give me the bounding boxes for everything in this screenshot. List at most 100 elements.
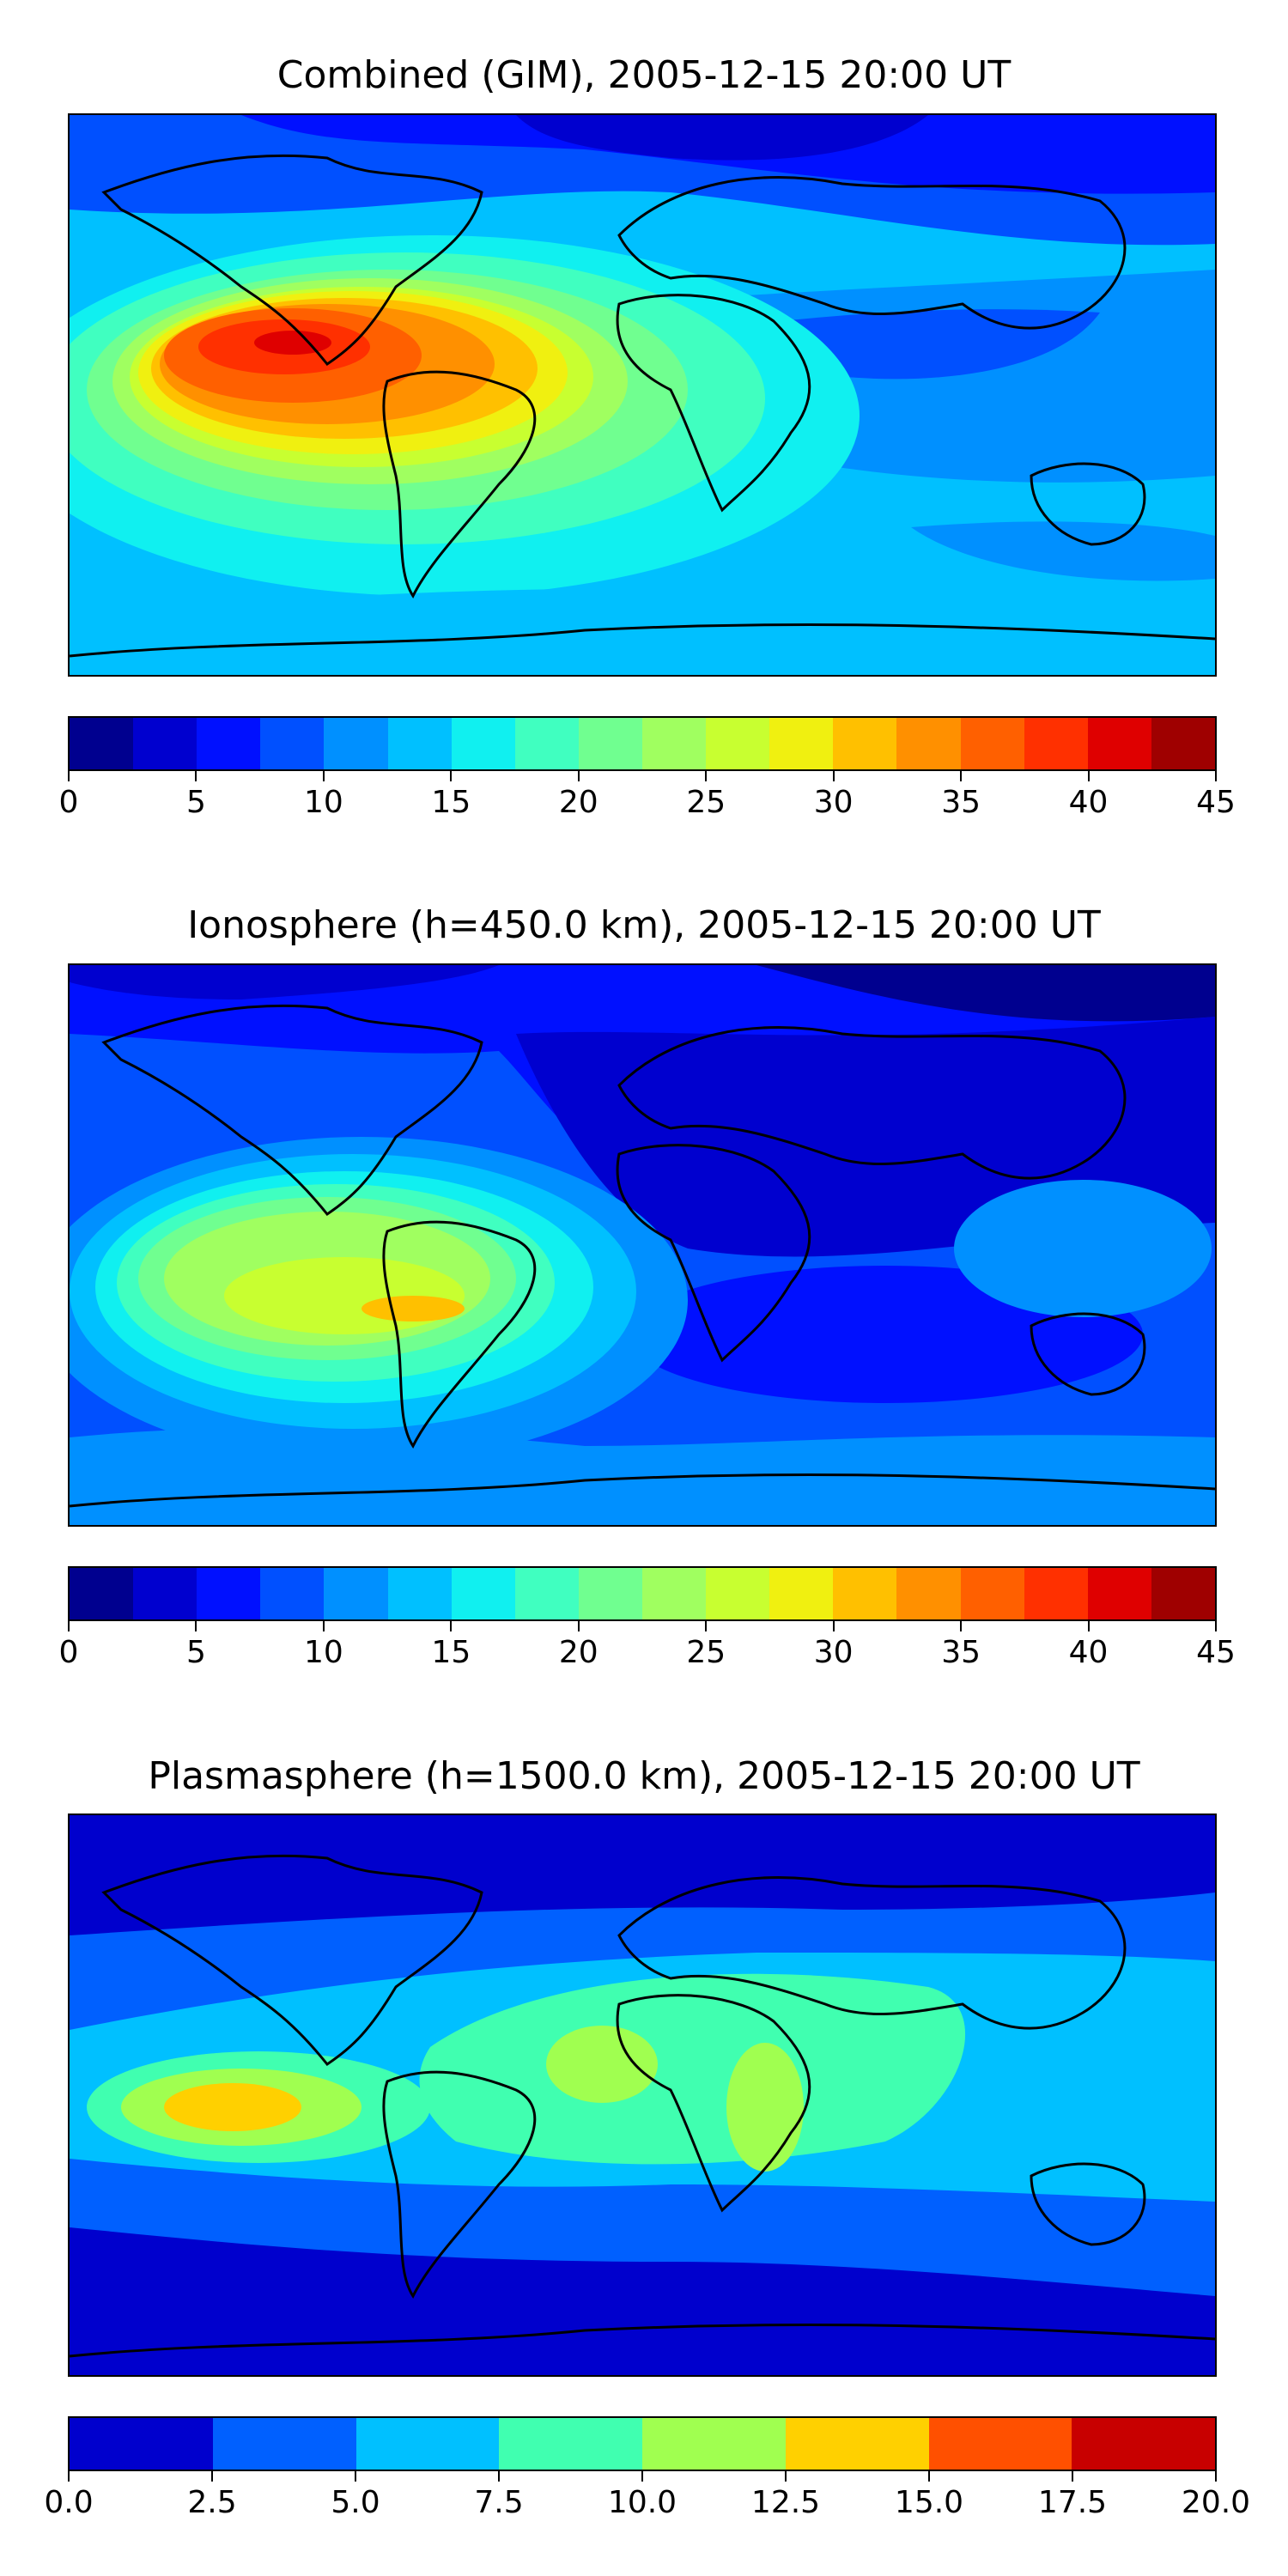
map-1-contour-south-ocean bbox=[911, 521, 1215, 581]
colorbar-1-tick-mark bbox=[705, 771, 708, 781]
colorbar-1-segment bbox=[197, 718, 261, 769]
colorbar-2-segment bbox=[1024, 1568, 1088, 1619]
colorbar-3-tick-mark bbox=[211, 2471, 213, 2482]
colorbar-1-segment bbox=[960, 718, 1024, 769]
map-3-contour-12.5 bbox=[164, 2083, 301, 2131]
colorbar-1-segment bbox=[1151, 718, 1215, 769]
colorbar-1-segment bbox=[641, 718, 707, 769]
map-2-australia bbox=[1030, 1312, 1146, 1396]
colorbar-2-segment bbox=[133, 1568, 197, 1619]
colorbar-2 bbox=[68, 1566, 1217, 1621]
map-2-africa bbox=[616, 1144, 811, 1363]
colorbar-1-segment bbox=[1024, 718, 1088, 769]
colorbar-2-segment bbox=[833, 1568, 897, 1619]
map-2-eurasia bbox=[617, 1026, 1127, 1180]
colorbar-1 bbox=[68, 716, 1217, 771]
colorbar-1-tick-mark bbox=[832, 771, 835, 781]
map-2-contour-30 bbox=[361, 1296, 465, 1321]
colorbar-3-tick-label: 7.5 bbox=[474, 2485, 524, 2520]
colorbar-1-segment bbox=[260, 718, 325, 769]
map-3-antarctica bbox=[70, 2323, 1215, 2358]
colorbar-1-segment bbox=[451, 718, 515, 769]
map-2-north-america bbox=[101, 1004, 483, 1217]
colorbar-2-tick-label: 35 bbox=[941, 1635, 981, 1670]
map-3-africa bbox=[616, 1994, 811, 2213]
colorbar-1-segment bbox=[706, 718, 770, 769]
colorbar-2-tick-label: 10 bbox=[303, 1635, 343, 1670]
colorbar-2-tick-mark bbox=[832, 1621, 835, 1631]
colorbar-2-tick-mark bbox=[960, 1621, 963, 1631]
map-1-australia bbox=[1030, 462, 1146, 546]
colorbar-1-tick-label: 10 bbox=[303, 785, 343, 820]
colorbar-3-segment bbox=[212, 2418, 356, 2470]
colorbar-3-tick-label: 12.5 bbox=[750, 2485, 821, 2520]
colorbar-2-segment bbox=[1151, 1568, 1215, 1619]
colorbar-1-tick-label: 35 bbox=[941, 785, 981, 820]
colorbar-2-segment bbox=[260, 1568, 325, 1619]
map-2-contour-antarctic bbox=[70, 1428, 1215, 1525]
colorbar-2-segment bbox=[451, 1568, 515, 1619]
colorbar-3-tick-mark bbox=[641, 2471, 643, 2482]
map-2-contour-pacific bbox=[954, 1180, 1212, 1317]
map-2-coastlines bbox=[70, 1004, 1215, 1508]
map-2-contour-arctic-west bbox=[70, 965, 499, 999]
colorbar-3-segment bbox=[499, 2418, 642, 2470]
colorbar-2-segment bbox=[387, 1568, 452, 1619]
colorbar-1-segment bbox=[769, 718, 834, 769]
colorbar-3-segment bbox=[1072, 2418, 1215, 2470]
colorbar-1-tick-label: 30 bbox=[813, 785, 854, 820]
colorbar-3-tick-mark bbox=[68, 2471, 70, 2482]
map-2-antarctica bbox=[70, 1473, 1215, 1508]
map-1-contour-north-min bbox=[516, 115, 928, 161]
map-3-coastlines bbox=[70, 1854, 1215, 2358]
colorbar-2-segment bbox=[70, 1568, 134, 1619]
colorbar-2-tick-label: 5 bbox=[185, 1635, 206, 1670]
colorbar-2-tick-mark bbox=[195, 1621, 197, 1631]
colorbar-2-tick-mark bbox=[68, 1621, 70, 1631]
colorbar-2-tick-label: 15 bbox=[431, 1635, 471, 1670]
colorbar-2-segment bbox=[578, 1568, 642, 1619]
colorbar-1-segment bbox=[324, 718, 388, 769]
colorbar-1-segment bbox=[133, 718, 197, 769]
colorbar-2-segment bbox=[514, 1568, 579, 1619]
colorbar-1-tick-label: 40 bbox=[1068, 785, 1109, 820]
map-1-south-america bbox=[382, 370, 537, 598]
colorbar-2-segment bbox=[197, 1568, 261, 1619]
colorbar-2-segment bbox=[896, 1568, 961, 1619]
map-2-contour-arctic-min bbox=[756, 965, 1215, 1022]
colorbar-1-tick-mark bbox=[577, 771, 580, 781]
map-1-eurasia bbox=[617, 176, 1127, 330]
panel-2-title: Ionosphere (h=450.0 km), 2005-12-15 20:0… bbox=[187, 903, 1101, 947]
colorbar-1-tick-label: 5 bbox=[185, 785, 206, 820]
colorbar-3-tick-label: 2.5 bbox=[187, 2485, 237, 2520]
panel-2-map bbox=[68, 963, 1217, 1527]
colorbar-3 bbox=[68, 2416, 1217, 2471]
colorbar-2-tick-label: 25 bbox=[686, 1635, 726, 1670]
colorbar-1-segment bbox=[896, 718, 961, 769]
map-1-north-america bbox=[101, 154, 483, 367]
map-1-contour-40 bbox=[254, 331, 331, 355]
colorbar-2-tick-label: 45 bbox=[1196, 1635, 1236, 1670]
colorbar-1-segment bbox=[578, 718, 642, 769]
colorbar-2-tick-label: 20 bbox=[558, 1635, 598, 1670]
map-1-contour-antarctic bbox=[70, 587, 1215, 675]
colorbar-2-tick-mark bbox=[577, 1621, 580, 1631]
colorbar-1-ticks: 0 5 10 15 20 25 30 35 40 45 bbox=[59, 771, 1236, 823]
colorbar-2-tick-mark bbox=[322, 1621, 325, 1631]
colorbar-2-tick-mark bbox=[705, 1621, 708, 1631]
colorbar-2-tick-label: 0 bbox=[58, 1635, 79, 1670]
map-2-south-america bbox=[382, 1220, 537, 1449]
map-3-north-america bbox=[101, 1854, 483, 2067]
colorbar-1-tick-mark bbox=[960, 771, 963, 781]
colorbar-1-tick-mark bbox=[68, 771, 70, 781]
colorbar-2-tick-mark bbox=[1215, 1621, 1217, 1631]
colorbar-2-tick-mark bbox=[1087, 1621, 1090, 1631]
colorbar-3-tick-label: 10.0 bbox=[607, 2485, 677, 2520]
colorbar-3-tick-label: 20.0 bbox=[1181, 2485, 1251, 2520]
colorbar-3-tick-mark bbox=[498, 2471, 500, 2482]
colorbar-1-tick-mark bbox=[322, 771, 325, 781]
colorbar-3-tick-mark bbox=[785, 2471, 787, 2482]
colorbar-3-segment bbox=[785, 2418, 929, 2470]
colorbar-1-segment bbox=[833, 718, 897, 769]
colorbar-1-tick-mark bbox=[1087, 771, 1090, 781]
